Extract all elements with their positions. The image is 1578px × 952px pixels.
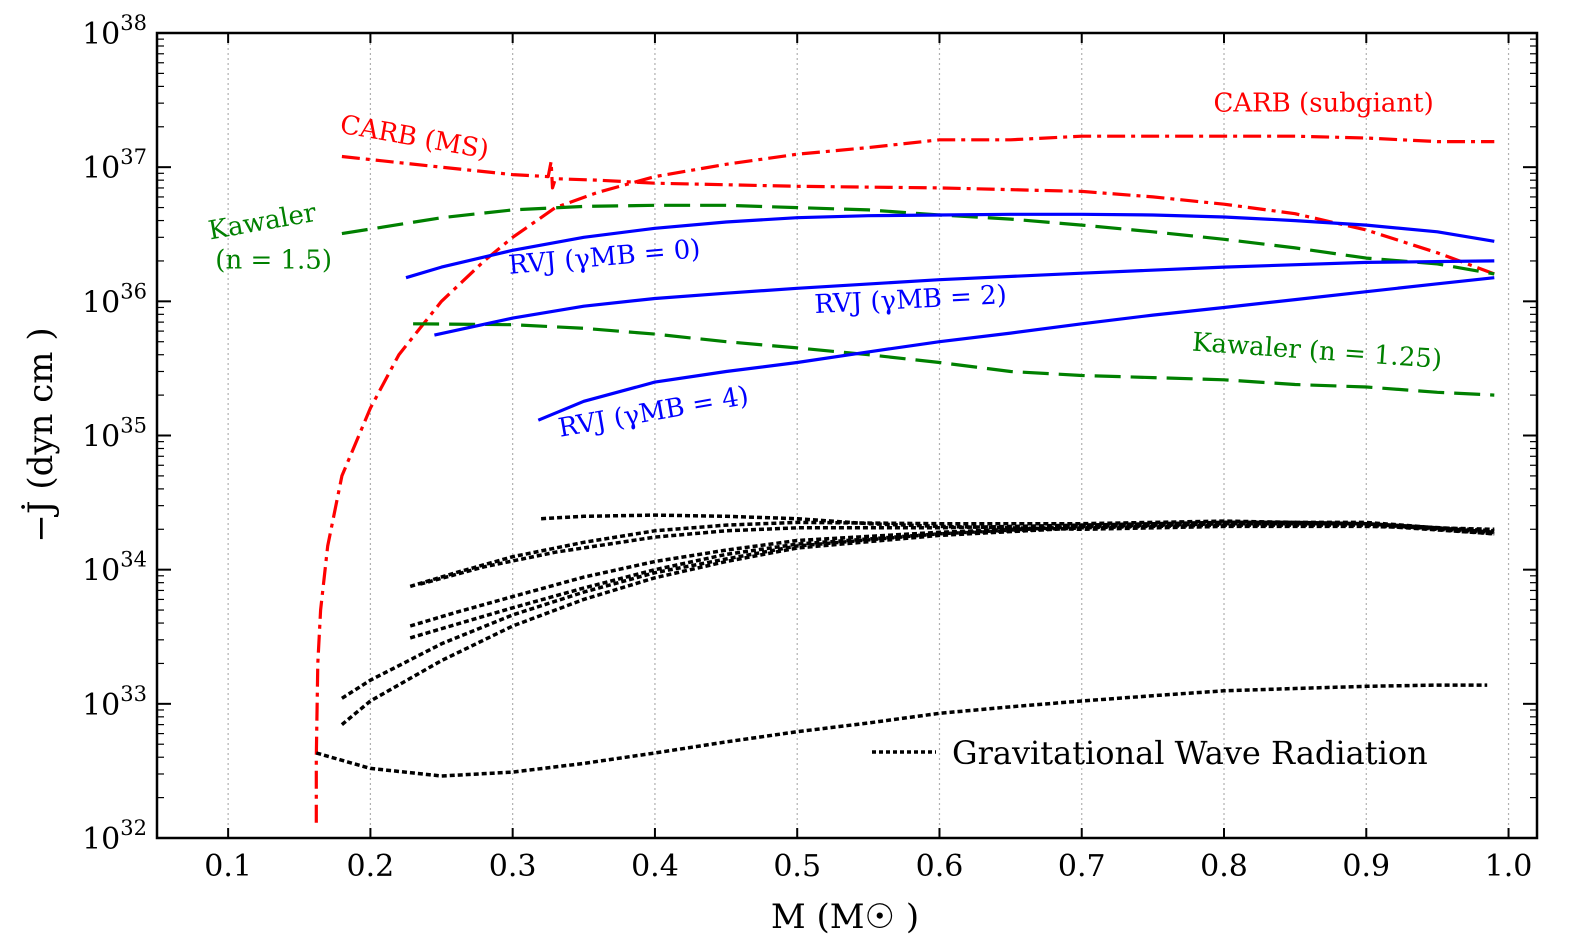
series-gwr-d [409,520,1495,628]
y-axis-title: −J̇ (dyn cm ) [21,327,61,542]
curve-label: (n = 1.5) [215,246,332,276]
x-tick-label: 0.1 [204,849,252,884]
series-carb-ms [341,154,1495,276]
y-tick-label: 1037 [82,145,147,186]
y-tick-label: 1038 [82,11,147,52]
series-kawaler-n-1-25 [413,322,1495,397]
curve-label: CARB (subgiant) [1213,88,1433,118]
ticks: 0.1 0.2 0.3 0.4 0.5 0.6 0.7 0.8 0.9 1.0 1032 1033 10… [82,11,1537,884]
legend: Gravitational Wave Radiation [872,734,1428,772]
legend-label: Gravitational Wave Radiation [952,734,1428,772]
series-group [314,134,1495,823]
series-gwr-f [340,521,1495,700]
x-tick-label: 1.0 [1485,849,1533,884]
series-gwr-g [340,521,1495,726]
x-tick-label: 0.3 [489,849,537,884]
series-gwr-h [315,683,1488,778]
x-tick-label: 0.7 [1058,849,1106,884]
y-tick-label: 1036 [82,279,147,320]
x-tick-label: 0.6 [916,849,964,884]
grid [227,33,1510,838]
x-tick-label: 0.8 [1200,849,1248,884]
series-rvj-mb-0 [405,212,1495,280]
x-tick-label: 0.4 [631,849,679,884]
series-rvj-mb-4 [537,276,1495,422]
series-carb-subgiant [314,134,1495,823]
x-tick-label: 0.2 [347,849,395,884]
y-tick-label: 1034 [82,548,147,589]
x-tick-label: 0.5 [773,849,821,884]
x-tick-label: 0.9 [1342,849,1390,884]
y-tick-label: 1033 [82,682,147,723]
x-axis-title: M (M☉ ) [771,897,919,937]
series-rvj-mb-2 [434,259,1495,337]
y-tick-label: 1032 [82,816,147,857]
y-tick-label: 1035 [82,414,147,455]
